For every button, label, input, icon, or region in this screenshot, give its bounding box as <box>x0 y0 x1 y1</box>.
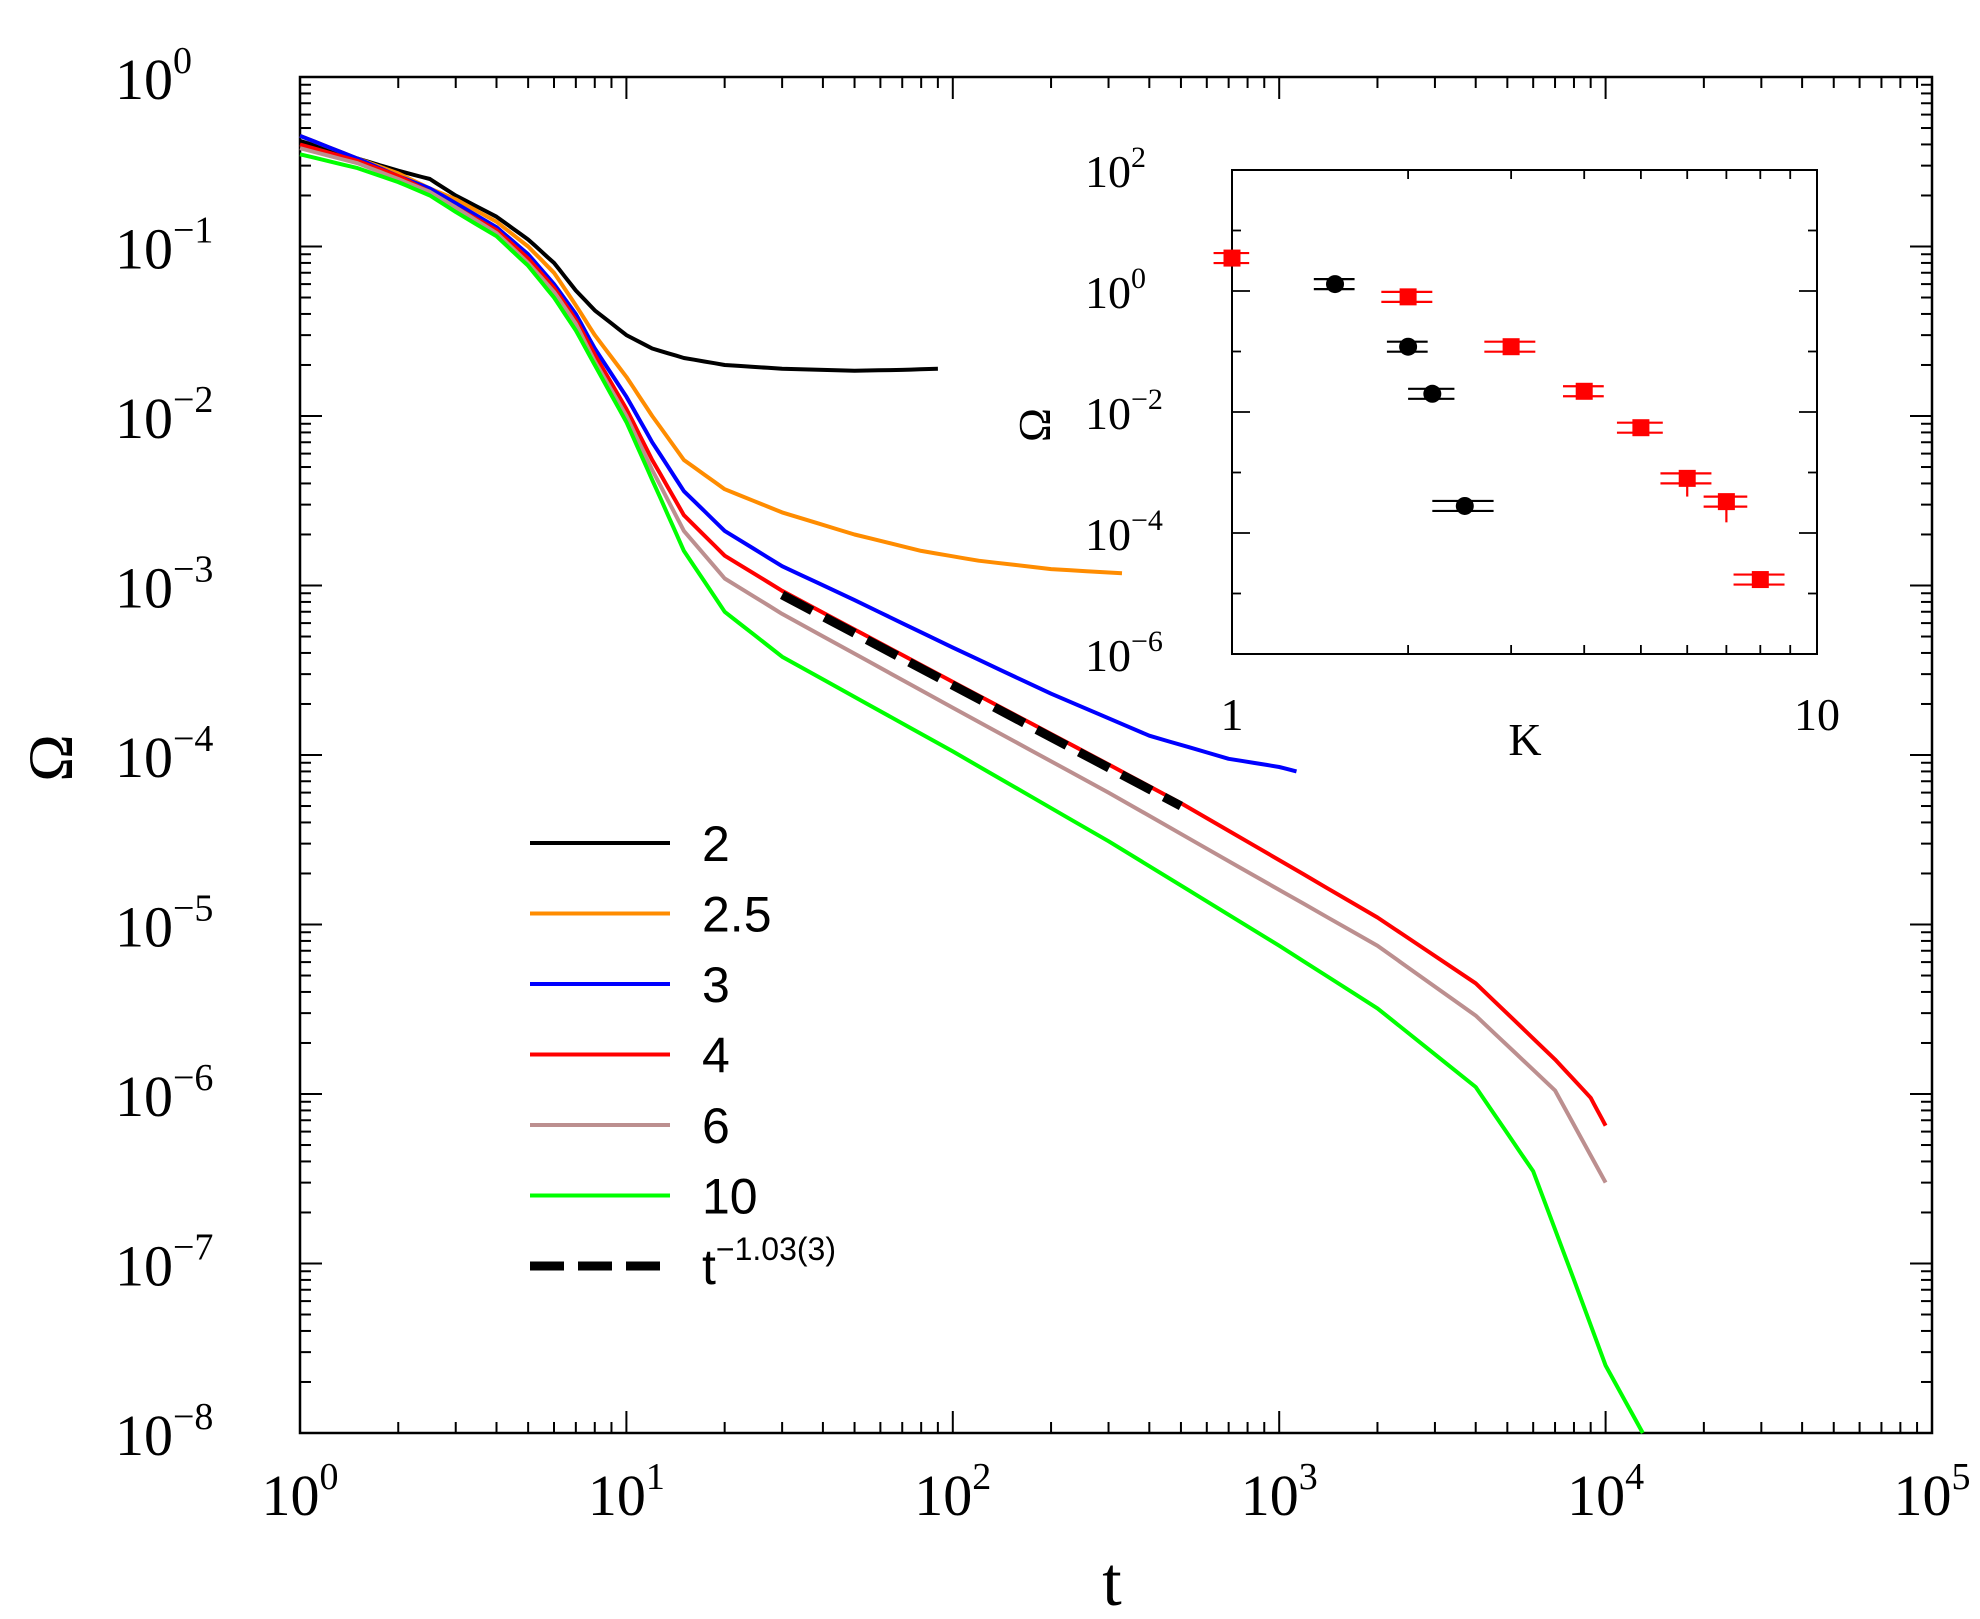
legend-label: 4 <box>702 1028 730 1084</box>
x-tick-label: 103 <box>1241 1456 1318 1528</box>
x-tick-label: 101 <box>588 1456 665 1528</box>
inset-plot-area <box>1231 169 1818 655</box>
inset-x-tick-label: 1 <box>1221 689 1244 740</box>
y-tick-label: 10−7 <box>115 1227 213 1299</box>
inset-point-square <box>1502 338 1520 356</box>
x-tick-label: 104 <box>1567 1456 1644 1528</box>
y-tick-label: 100 <box>115 40 192 112</box>
inset-x-tick-label: 10 <box>1794 689 1840 740</box>
legend-label: 3 <box>702 957 730 1013</box>
series-line-2 <box>299 138 938 373</box>
legend-label: t−1.03(3) <box>702 1231 836 1295</box>
legend-label: 2.5 <box>702 887 772 943</box>
inset-point-square <box>1575 382 1593 400</box>
legend-label: 2 <box>702 816 730 872</box>
series-line-fit <box>779 590 1184 810</box>
y-tick-label: 10−8 <box>115 1396 213 1468</box>
series-line-10 <box>299 152 1645 1434</box>
inset-y-tick-label: 102 <box>1085 141 1146 197</box>
inset-y-tick-label: 10−2 <box>1085 383 1163 439</box>
inset-point-square <box>1632 419 1650 437</box>
inset-point-square <box>1678 469 1696 487</box>
y-tick-label: 10−6 <box>115 1057 213 1129</box>
x-tick-label: 102 <box>914 1456 991 1528</box>
y-tick-label: 10−3 <box>115 549 213 621</box>
series-line-2.5 <box>299 133 1123 576</box>
inset-point-square <box>1717 493 1735 511</box>
y-tick-label: 10−4 <box>115 718 213 790</box>
inset-point-circle <box>1455 496 1474 515</box>
inset-y-axis-label: Ω <box>1009 408 1060 442</box>
x-axis-label: t <box>1102 1544 1122 1619</box>
y-tick-label: 10−5 <box>115 888 213 960</box>
inset-point-square <box>1223 249 1241 267</box>
inset-y-tick-label: 10−4 <box>1085 504 1163 560</box>
series-line-6 <box>299 146 1608 1184</box>
inset-y-tick-label: 10−6 <box>1085 625 1163 681</box>
inset-point-circle <box>1326 275 1345 294</box>
inset-point-square <box>1751 571 1769 589</box>
x-tick-label: 100 <box>262 1456 339 1528</box>
inset-point-square <box>1399 288 1417 306</box>
inset-point-circle <box>1423 384 1442 403</box>
y-axis-label: Ω <box>15 734 86 782</box>
legend-label: 10 <box>702 1169 758 1225</box>
inset-y-tick-label: 100 <box>1085 262 1146 318</box>
legend-label: 6 <box>702 1098 730 1154</box>
inset-point-circle <box>1399 337 1418 356</box>
series-line-3 <box>299 133 1297 774</box>
inset-x-axis-label: K <box>1508 714 1541 765</box>
y-tick-label: 10−2 <box>115 379 213 451</box>
legend: 2 2.5 3 4 6 10 t−1.03(3) <box>530 816 836 1295</box>
x-tick-label: 105 <box>1894 1456 1971 1528</box>
y-tick-label: 10−1 <box>115 210 213 282</box>
